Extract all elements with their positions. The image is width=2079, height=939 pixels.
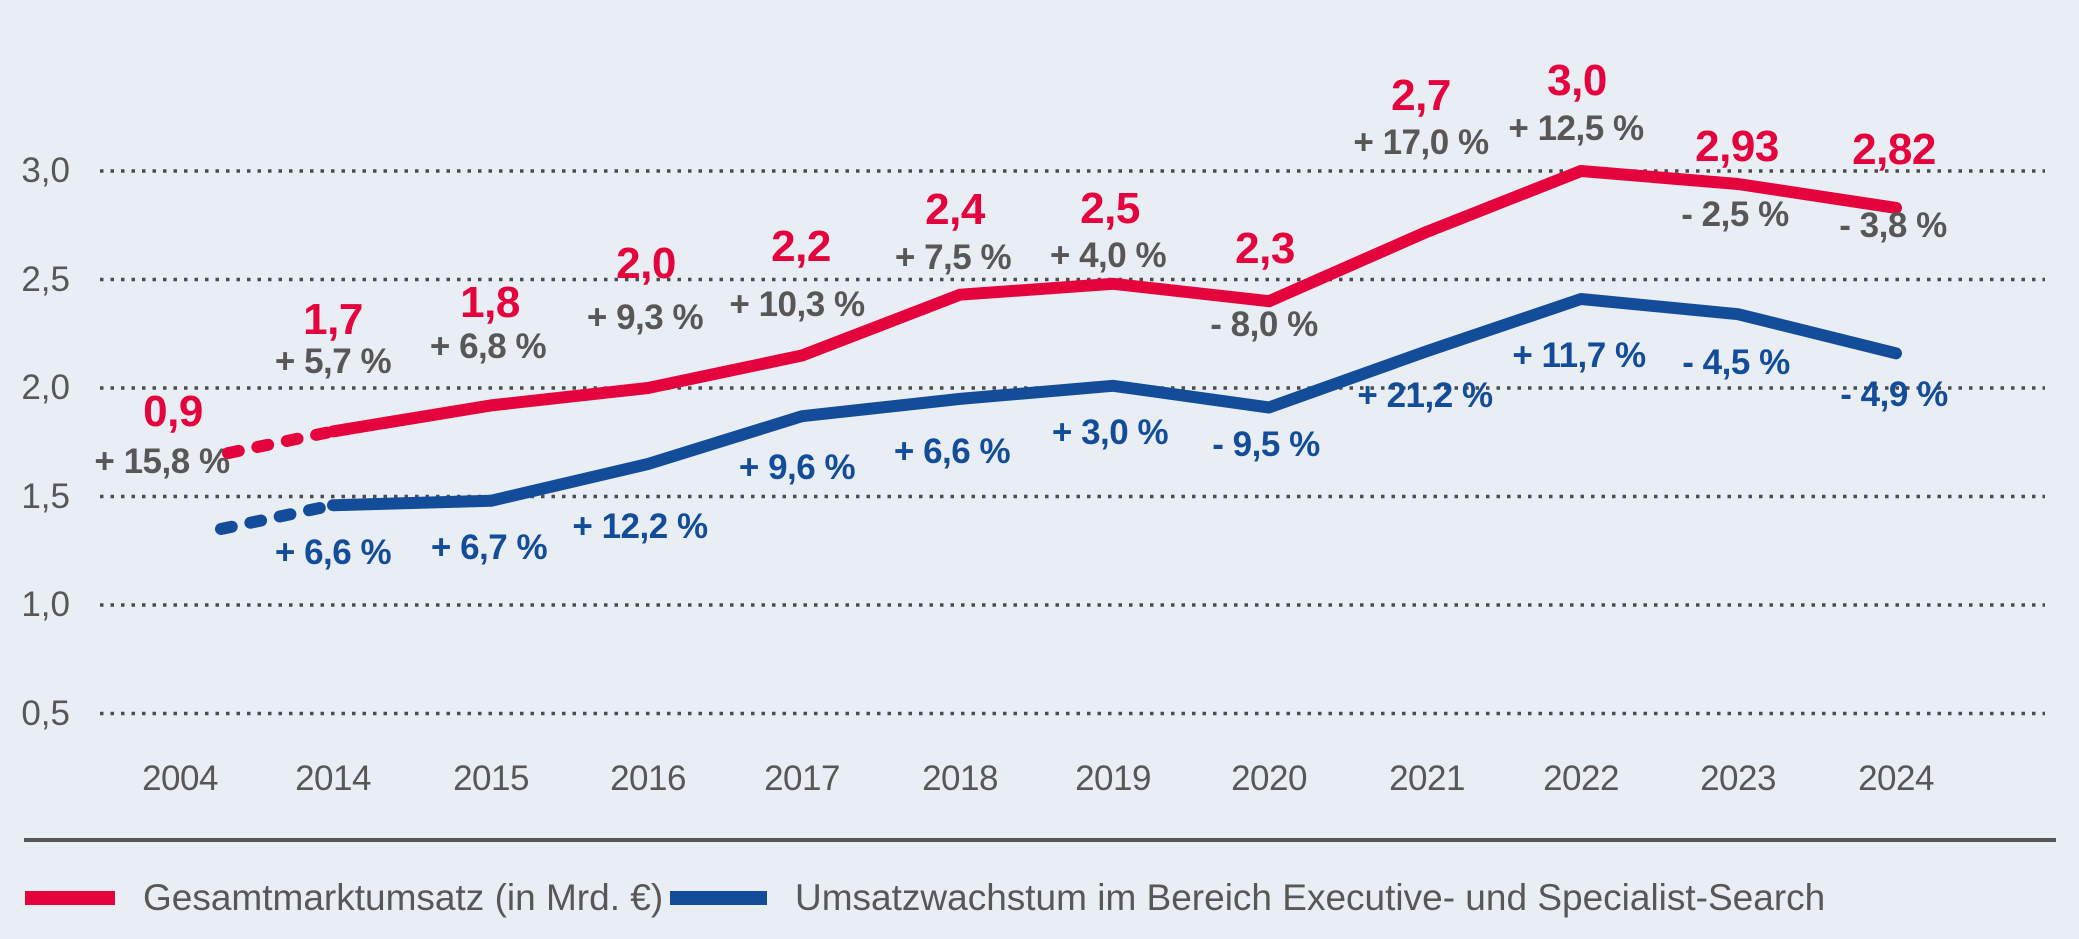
total-market-growth-label: + 15,8 % xyxy=(94,442,230,481)
x-axis-year-label: 2024 xyxy=(1858,759,1934,798)
x-axis-year-label: 2019 xyxy=(1075,759,1151,798)
total-market-value-label: 0,9 xyxy=(143,387,203,436)
total-market-line xyxy=(327,165,1902,438)
total-market-line-dashed-leadin xyxy=(222,425,339,460)
executive-search-growth-label: - 9,5 % xyxy=(1212,425,1320,464)
x-axis-year-label: 2020 xyxy=(1231,759,1307,798)
total-market-value-label: 2,3 xyxy=(1235,224,1295,273)
y-axis-tick-label: 2,0 xyxy=(21,368,70,407)
x-axis-year-label: 2023 xyxy=(1700,759,1776,798)
total-market-growth-label: - 2,5 % xyxy=(1681,195,1789,234)
x-axis-year-label: 2021 xyxy=(1389,759,1465,798)
executive-search-growth-label: - 4,9 % xyxy=(1840,375,1948,414)
total-market-value-label: 1,8 xyxy=(460,278,520,327)
total-market-growth-label: + 6,8 % xyxy=(429,327,547,366)
total-market-line-swatch xyxy=(25,891,115,905)
executive-search-growth-label: + 12,2 % xyxy=(572,507,708,546)
total-market-growth-label: + 9,3 % xyxy=(586,298,704,337)
total-market-growth-label: + 7,5 % xyxy=(894,238,1012,277)
x-axis-year-label: 2016 xyxy=(610,759,686,798)
total-market-growth-label: + 12,5 % xyxy=(1508,109,1644,148)
total-market-value-label: 3,0 xyxy=(1547,56,1607,105)
executive-search-growth-label: + 6,6 % xyxy=(893,432,1011,471)
executive-search-growth-label: + 21,2 % xyxy=(1357,376,1493,415)
executive-search-growth-label: + 9,6 % xyxy=(738,448,856,487)
total-market-growth-label: + 17,0 % xyxy=(1353,123,1489,162)
legend-item-executive-search: Umsatzwachstum im Bereich Executive- und… xyxy=(670,877,1826,918)
x-axis-year-label: 2022 xyxy=(1543,759,1619,798)
x-axis-year-label: 2004 xyxy=(142,759,218,798)
x-axis-year-label: 2018 xyxy=(922,759,998,798)
y-axis-tick-label: 2,5 xyxy=(21,259,70,299)
total-market-value-label: 2,82 xyxy=(1852,125,1936,174)
y-axis-tick-label: 1,0 xyxy=(21,585,70,624)
executive-search-growth-label: + 6,7 % xyxy=(430,528,548,567)
executive-search-line xyxy=(327,293,1902,512)
total-market-value-label: 2,5 xyxy=(1080,184,1140,233)
legend-item-total-market: Gesamtmarktumsatz (in Mrd. €) xyxy=(25,877,664,918)
y-axis-tick-label: 0,5 xyxy=(21,693,70,733)
y-axis-tick-label: 1,5 xyxy=(21,476,70,516)
total-market-growth-label: - 8,0 % xyxy=(1210,305,1318,344)
executive-search-growth-label: + 6,6 % xyxy=(274,533,392,572)
total-market-legend-label: Gesamtmarktumsatz (in Mrd. €) xyxy=(143,877,664,918)
executive-search-line-dashed-leadin xyxy=(215,499,339,535)
y-axis-tick-label: 3,0 xyxy=(21,151,70,190)
x-axis-year-label: 2017 xyxy=(764,759,840,798)
executive-search-growth-label: + 3,0 % xyxy=(1051,413,1169,452)
total-market-value-label: 2,7 xyxy=(1391,71,1451,120)
x-axis-year-label: 2014 xyxy=(295,759,371,798)
total-market-growth-label: + 4,0 % xyxy=(1049,236,1167,275)
total-market-growth-label: + 10,3 % xyxy=(729,285,865,324)
total-market-value-label: 2,2 xyxy=(771,222,831,271)
legend-separator-line xyxy=(24,838,2056,842)
executive-search-legend-label: Umsatzwachstum im Bereich Executive- und… xyxy=(795,877,1826,918)
total-market-value-label: 2,93 xyxy=(1695,122,1779,171)
executive-search-growth-label: + 11,7 % xyxy=(1512,336,1646,375)
executive-search-line-swatch xyxy=(670,891,767,905)
total-market-growth-label: + 5,7 % xyxy=(274,342,392,381)
total-market-value-label: 1,7 xyxy=(303,295,363,344)
x-axis-year-label: 2015 xyxy=(453,759,529,798)
total-market-value-label: 2,0 xyxy=(616,239,676,288)
executive-search-growth-label: - 4,5 % xyxy=(1682,343,1790,382)
total-market-value-label: 2,4 xyxy=(925,185,985,234)
total-market-growth-label: - 3,8 % xyxy=(1839,206,1947,245)
